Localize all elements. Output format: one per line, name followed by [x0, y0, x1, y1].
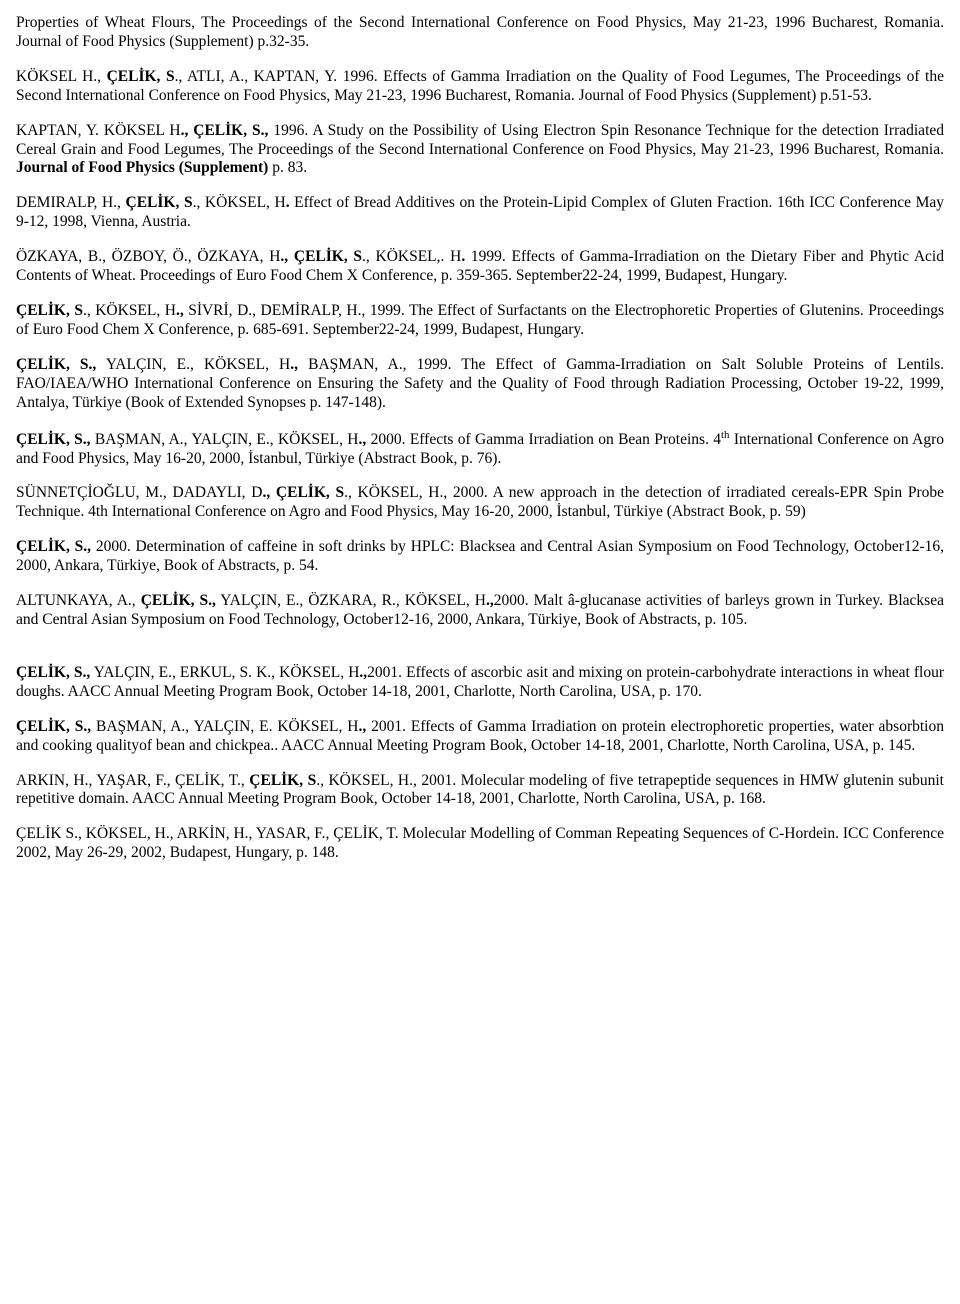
reference-entry: SÜNNETÇİOĞLU, M., DADAYLI, D., ÇELİK, S.… [16, 484, 944, 522]
reference-entry: ALTUNKAYA, A., ÇELİK, S., YALÇIN, E., ÖZ… [16, 592, 944, 630]
reference-entry: KAPTAN, Y. KÖKSEL H., ÇELİK, S., 1996. A… [16, 122, 944, 179]
reference-entry: ÇELİK, S., 2000. Determination of caffei… [16, 538, 944, 576]
reference-entry: ÇELİK, S., YALÇIN, E., KÖKSEL, H., BAŞMA… [16, 356, 944, 413]
reference-entry: ÇELİK, S., BAŞMAN, A., YALÇIN, E. KÖKSEL… [16, 718, 944, 756]
reference-entry: ÇELİK, S., YALÇIN, E., ERKUL, S. K., KÖK… [16, 664, 944, 702]
reference-entry: ÖZKAYA, B., ÖZBOY, Ö., ÖZKAYA, H., ÇELİK… [16, 248, 944, 286]
reference-entry: DEMIRALP, H., ÇELİK, S., KÖKSEL, H. Effe… [16, 194, 944, 232]
reference-entry: ARKIN, H., YAŞAR, F., ÇELİK, T., ÇELİK, … [16, 772, 944, 810]
references-list: Properties of Wheat Flours, The Proceedi… [16, 14, 944, 863]
reference-entry: ÇELİK, S., KÖKSEL, H., SİVRİ, D., DEMİRA… [16, 302, 944, 340]
reference-entry: KÖKSEL H., ÇELİK, S., ATLI, A., KAPTAN, … [16, 68, 944, 106]
reference-entry: ÇELİK, S., BAŞMAN, A., YALÇIN, E., KÖKSE… [16, 429, 944, 469]
reference-entry: ÇELİK S., KÖKSEL, H., ARKİN, H., YASAR, … [16, 825, 944, 863]
reference-entry: Properties of Wheat Flours, The Proceedi… [16, 14, 944, 52]
